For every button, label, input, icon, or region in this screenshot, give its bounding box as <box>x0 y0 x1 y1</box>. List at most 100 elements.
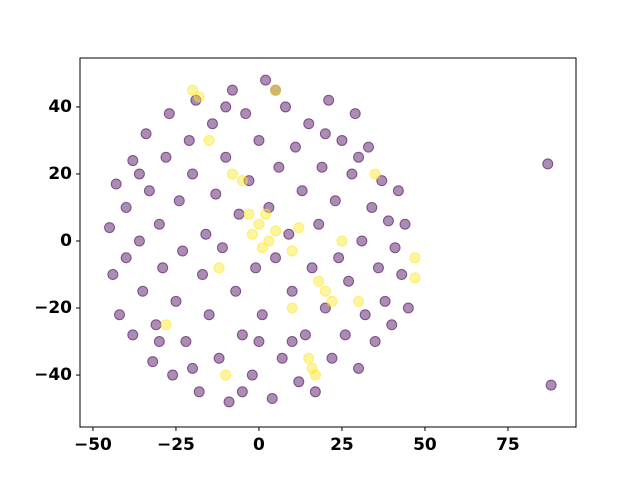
point <box>187 168 199 180</box>
point <box>256 309 268 321</box>
x-tick-label: 25 <box>330 435 354 455</box>
point <box>137 285 149 297</box>
point <box>542 158 554 170</box>
point <box>382 215 394 227</box>
point <box>226 84 238 96</box>
point <box>253 218 265 230</box>
point <box>346 168 358 180</box>
point <box>160 319 172 331</box>
point <box>263 201 275 213</box>
point <box>313 218 325 230</box>
point <box>253 336 265 348</box>
x-tick-label: 50 <box>413 435 437 455</box>
point <box>409 252 421 264</box>
point <box>153 218 165 230</box>
x-tick-label: 75 <box>496 435 520 455</box>
point <box>353 362 365 374</box>
point <box>203 309 215 321</box>
point <box>220 151 232 163</box>
y-tick-label: 0 <box>60 231 72 251</box>
point <box>183 134 195 146</box>
plot-frame <box>79 57 577 428</box>
point <box>226 168 238 180</box>
point <box>127 155 139 167</box>
point <box>359 309 371 321</box>
point <box>243 208 255 220</box>
point <box>246 228 258 240</box>
point <box>372 262 384 274</box>
point <box>293 222 305 234</box>
point <box>343 275 355 287</box>
point <box>270 252 282 264</box>
point <box>233 208 245 220</box>
point <box>289 141 301 153</box>
point <box>379 295 391 307</box>
point <box>150 319 162 331</box>
point <box>270 84 282 96</box>
point <box>313 275 325 287</box>
point <box>197 269 209 281</box>
point <box>187 84 199 96</box>
point <box>143 185 155 197</box>
point <box>270 225 282 237</box>
point <box>339 329 351 341</box>
point <box>333 252 345 264</box>
point <box>163 108 175 120</box>
point <box>120 252 132 264</box>
point <box>369 336 381 348</box>
point <box>386 319 398 331</box>
point <box>286 336 298 348</box>
point <box>230 285 242 297</box>
point <box>236 175 248 187</box>
point <box>157 262 169 274</box>
point <box>319 128 331 140</box>
point <box>376 175 388 187</box>
point <box>356 235 368 247</box>
point <box>210 188 222 200</box>
point <box>213 262 225 274</box>
point <box>319 302 331 314</box>
point <box>107 269 119 281</box>
point <box>167 369 179 381</box>
point <box>203 134 215 146</box>
point <box>170 295 182 307</box>
point <box>153 336 165 348</box>
point <box>336 134 348 146</box>
point <box>187 362 199 374</box>
point <box>349 108 361 120</box>
x-tick-label: −25 <box>157 435 195 455</box>
y-tick-label: 20 <box>48 164 72 184</box>
point <box>266 393 278 405</box>
point <box>299 329 311 341</box>
point <box>392 185 404 197</box>
point <box>402 302 414 314</box>
point <box>206 118 218 130</box>
point <box>363 141 375 153</box>
point <box>306 362 318 374</box>
point <box>236 386 248 398</box>
point <box>236 329 248 341</box>
point <box>216 242 228 254</box>
point <box>246 369 258 381</box>
point <box>240 108 252 120</box>
point <box>114 309 126 321</box>
point <box>273 161 285 173</box>
point <box>223 396 235 408</box>
point <box>104 222 116 234</box>
point <box>353 151 365 163</box>
x-tick-label: −50 <box>74 435 112 455</box>
y-tick-label: −40 <box>34 365 72 385</box>
point <box>326 352 338 364</box>
point <box>286 245 298 257</box>
point <box>280 101 292 113</box>
point <box>409 272 421 284</box>
point <box>276 352 288 364</box>
point <box>250 262 262 274</box>
point <box>253 134 265 146</box>
point <box>147 356 159 368</box>
y-tick-label: 40 <box>48 97 72 117</box>
point <box>180 336 192 348</box>
point <box>389 242 401 254</box>
point <box>127 329 139 341</box>
